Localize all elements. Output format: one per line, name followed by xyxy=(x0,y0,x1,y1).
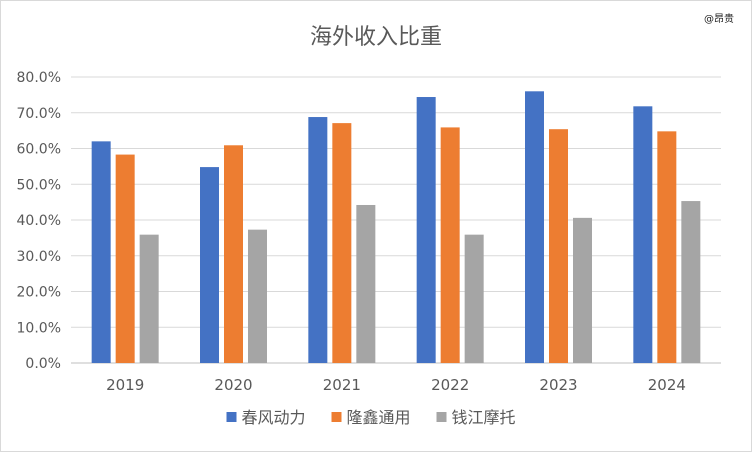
bar xyxy=(308,117,328,363)
y-tick-label: 60.0% xyxy=(17,142,61,158)
bar xyxy=(573,217,592,363)
bar-series xyxy=(91,91,701,364)
bar xyxy=(681,201,701,363)
y-tick-label: 20.0% xyxy=(17,285,61,301)
bar xyxy=(657,131,677,363)
bar xyxy=(440,127,460,363)
legend-label: 钱江摩托 xyxy=(452,408,516,427)
bar xyxy=(91,141,111,363)
y-tick-label: 80.0% xyxy=(17,70,61,86)
legend-label: 春风动力 xyxy=(242,408,306,427)
bar xyxy=(464,234,484,363)
x-tick-label: 2020 xyxy=(214,376,252,394)
y-axis-ticks: 0.0% 10.0% 20.0% 30.0% 40.0% 50.0% 60.0% 70.0% 8… xyxy=(17,70,61,372)
bar xyxy=(248,229,267,363)
x-tick-label: 2019 xyxy=(106,376,144,394)
y-tick-label: 50.0% xyxy=(17,177,61,193)
bar xyxy=(416,97,436,364)
bar xyxy=(332,123,352,364)
gridlines xyxy=(71,76,721,364)
bar xyxy=(115,154,135,363)
bar xyxy=(200,167,219,363)
x-axis-ticks: 2019 2020 2021 2022 2023 2024 xyxy=(106,376,686,394)
y-tick-label: 40.0% xyxy=(17,213,61,229)
x-tick-label: 2022 xyxy=(431,376,469,394)
legend: 春风动力 隆鑫通用 钱江摩托 xyxy=(226,408,516,427)
bar xyxy=(356,204,376,363)
y-tick-label: 0.0% xyxy=(25,356,61,372)
legend-swatch xyxy=(226,412,237,422)
bar xyxy=(224,145,243,363)
y-tick-label: 10.0% xyxy=(17,320,61,336)
chart-title: 海外收入比重 xyxy=(310,25,442,50)
bar xyxy=(549,129,568,363)
y-tick-label: 70.0% xyxy=(17,106,61,122)
bar xyxy=(525,91,544,364)
x-tick-label: 2024 xyxy=(648,376,686,394)
bar xyxy=(139,234,159,363)
watermark: @昂贵 xyxy=(704,12,734,25)
legend-swatch xyxy=(436,412,447,422)
x-tick-label: 2021 xyxy=(323,376,361,394)
legend-swatch xyxy=(331,412,342,422)
bar xyxy=(633,106,653,363)
x-tick-label: 2023 xyxy=(539,376,577,394)
y-tick-label: 30.0% xyxy=(17,249,61,265)
legend-label: 隆鑫通用 xyxy=(347,408,411,427)
